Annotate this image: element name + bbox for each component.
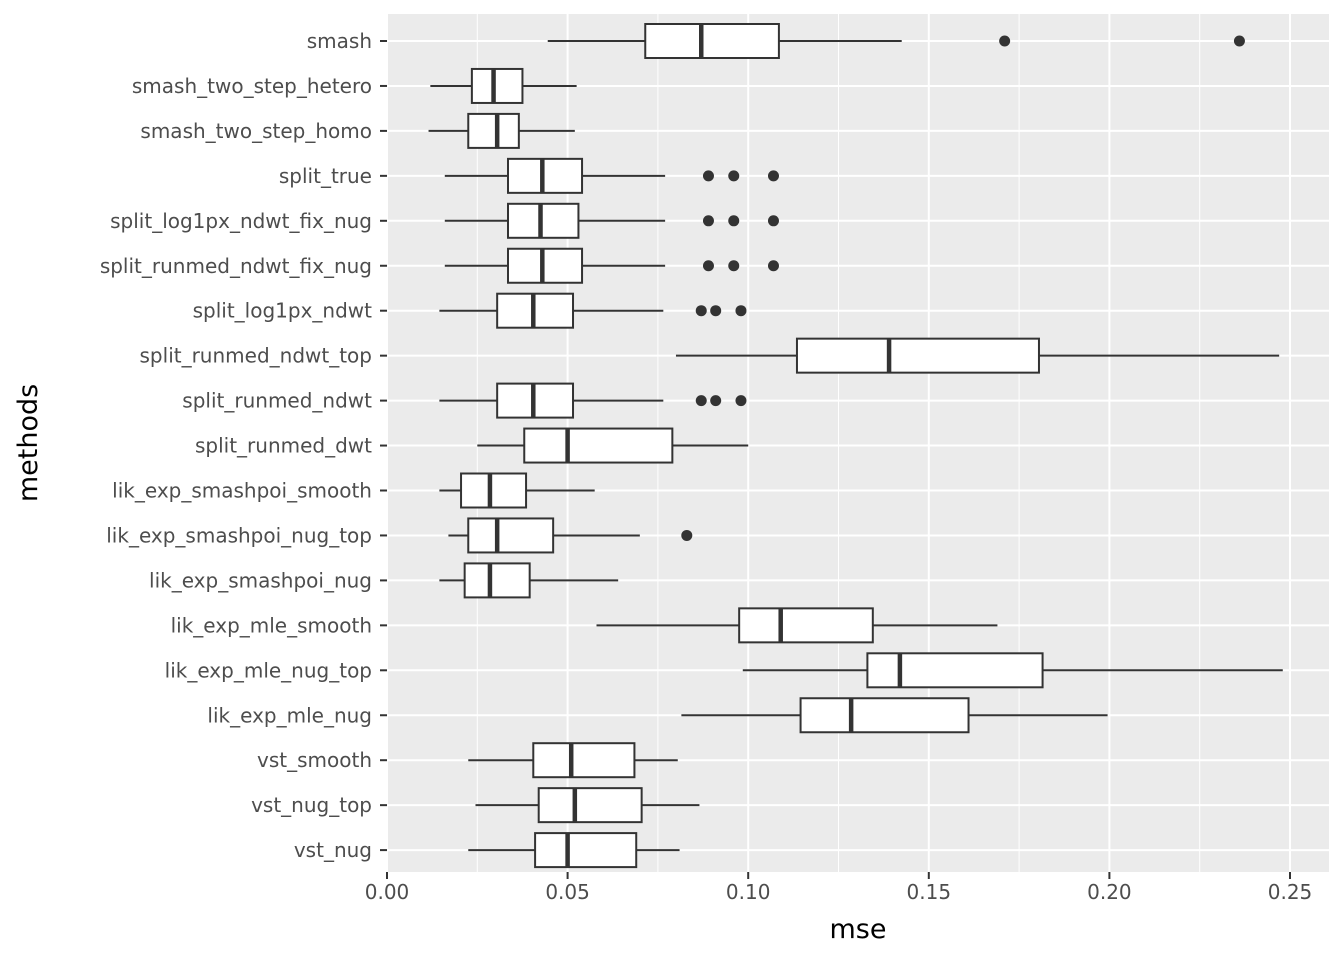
y-tick-label: split_true <box>279 164 372 188</box>
y-tick-label: split_runmed_ndwt <box>182 389 372 413</box>
outlier-point <box>695 305 707 317</box>
box-split_log1px_ndwt <box>439 292 747 329</box>
box-iqr <box>470 67 524 104</box>
box-iqr <box>866 652 1044 689</box>
box-split_runmed_dwt <box>477 427 749 464</box>
y-tick-label: lik_exp_smashpoi_nug_top <box>106 523 372 547</box>
x-axis: 0.00 0.05 0.10 0.15 0.20 0.25 <box>365 872 1313 904</box>
x-tick-label: 0.25 <box>1268 880 1313 904</box>
x-tick-label: 0.20 <box>1087 880 1132 904</box>
box-vst_nug_top <box>475 787 700 824</box>
box-iqr <box>738 607 874 644</box>
box-iqr <box>463 562 531 599</box>
box-vst_smooth <box>468 742 678 779</box>
y-tick-label: vst_smooth <box>257 748 372 772</box>
box-smash_two_step_hetero <box>430 67 577 104</box>
box-smash <box>547 23 1245 59</box>
y-tick-label: lik_exp_mle_nug <box>207 703 372 727</box>
outlier-point <box>681 529 693 541</box>
box-iqr <box>532 742 636 779</box>
y-axis: smash smash_two_step_hetero smash_two_step… <box>100 29 387 862</box>
box-iqr <box>467 517 555 554</box>
box-iqr <box>507 247 584 284</box>
outlier-point <box>767 170 779 182</box>
outlier-point <box>767 215 779 227</box>
x-tick-label: 0.00 <box>365 880 410 904</box>
y-axis-title: methods <box>13 384 44 502</box>
box-smash_two_step_homo <box>428 112 575 149</box>
box-lik_exp_smashpoi_nug_top <box>448 517 693 554</box>
box-iqr <box>795 337 1040 374</box>
y-tick-label: lik_exp_smashpoi_smooth <box>112 479 372 503</box>
outlier-point <box>710 305 722 317</box>
y-tick-label: split_log1px_ndwt <box>193 299 373 323</box>
box-vst_nug <box>468 832 680 869</box>
outlier-point <box>767 260 779 272</box>
y-tick-label: vst_nug_top <box>251 793 372 817</box>
box-lik_exp_smashpoi_smooth <box>439 472 595 509</box>
y-tick-label: smash_two_step_homo <box>140 119 372 143</box>
x-tick-label: 0.15 <box>907 880 952 904</box>
box-iqr <box>799 697 970 734</box>
outlier-point <box>728 260 740 272</box>
outlier-point <box>702 215 714 227</box>
box-split_runmed_ndwt_top <box>675 337 1280 374</box>
box-split_runmed_ndwt <box>439 382 747 419</box>
box-iqr <box>507 157 584 194</box>
outlier-point <box>735 305 747 317</box>
outlier-point <box>1233 35 1245 47</box>
box-split_runmed_ndwt_fix_nug <box>444 247 779 284</box>
y-tick-label: split_runmed_ndwt_top <box>140 344 372 368</box>
y-tick-label: smash <box>307 29 372 53</box>
y-tick-label: split_log1px_ndwt_fix_nug <box>110 209 372 233</box>
outlier-point <box>999 35 1011 47</box>
outlier-point <box>735 395 747 407</box>
y-tick-label: lik_exp_mle_smooth <box>171 613 372 637</box>
box-iqr <box>537 787 643 824</box>
y-tick-label: split_runmed_dwt <box>195 434 372 458</box>
x-axis-title: mse <box>830 914 887 945</box>
box-iqr <box>507 202 580 239</box>
box-lik_exp_mle_nug_top <box>742 652 1283 689</box>
box-iqr <box>644 23 780 59</box>
box-iqr <box>460 472 528 509</box>
x-tick-label: 0.10 <box>726 880 771 904</box>
outlier-point <box>702 260 714 272</box>
box-iqr <box>534 832 638 869</box>
outlier-point <box>728 170 740 182</box>
box-iqr <box>523 427 674 464</box>
outlier-point <box>710 395 722 407</box>
box-split_true <box>444 157 779 194</box>
y-tick-label: vst_nug <box>294 838 372 862</box>
outlier-point <box>728 215 740 227</box>
y-tick-label: lik_exp_mle_nug_top <box>165 658 372 682</box>
y-tick-label: smash_two_step_hetero <box>132 74 372 98</box>
box-split_log1px_ndwt_fix_nug <box>444 202 779 239</box>
box-lik_exp_smashpoi_nug <box>439 562 619 599</box>
outlier-point <box>702 170 714 182</box>
x-tick-label: 0.05 <box>545 880 590 904</box>
box-lik_exp_mle_nug <box>681 697 1108 734</box>
box-lik_exp_mle_smooth <box>596 607 998 644</box>
y-tick-label: split_runmed_ndwt_fix_nug <box>100 254 372 278</box>
box-iqr <box>467 112 520 149</box>
y-tick-label: lik_exp_smashpoi_nug <box>149 568 372 592</box>
outlier-point <box>695 395 707 407</box>
box-series <box>428 23 1283 869</box>
